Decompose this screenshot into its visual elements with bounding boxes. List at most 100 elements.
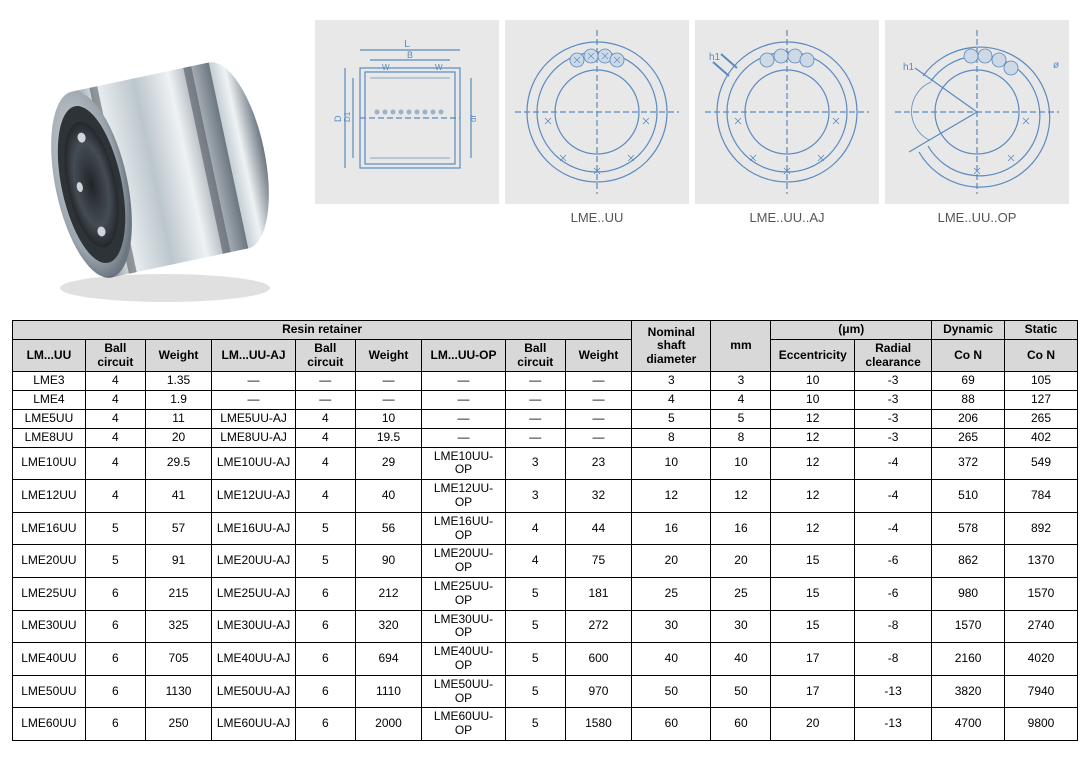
table-cell: 4700 bbox=[932, 708, 1005, 741]
diagram-label-3: LME..UU..OP bbox=[885, 210, 1069, 225]
table-cell: 892 bbox=[1005, 512, 1078, 545]
table-cell: 29 bbox=[355, 447, 421, 480]
svg-text:W: W bbox=[435, 63, 443, 72]
table-cell: 3 bbox=[711, 372, 771, 391]
table-cell: 90 bbox=[355, 545, 421, 578]
diagram-col-2: LME..UU bbox=[505, 20, 689, 225]
table-cell: 5 bbox=[295, 545, 355, 578]
table-cell: LME60UU bbox=[13, 708, 86, 741]
table-cell: — bbox=[565, 391, 631, 410]
table-cell: LME20UU bbox=[13, 545, 86, 578]
table-cell: 3 bbox=[505, 480, 565, 513]
table-cell: 88 bbox=[932, 391, 1005, 410]
table-cell: 12 bbox=[632, 480, 711, 513]
table-cell: 1130 bbox=[145, 675, 211, 708]
table-cell: 32 bbox=[565, 480, 631, 513]
table-cell: 50 bbox=[711, 675, 771, 708]
table-cell: 23 bbox=[565, 447, 631, 480]
table-cell: -3 bbox=[855, 372, 932, 391]
diagram-section: L B W W D D1 dr bbox=[315, 20, 499, 204]
table-cell: 6 bbox=[85, 610, 145, 643]
table-cell: 60 bbox=[711, 708, 771, 741]
table-cell: 12 bbox=[771, 480, 855, 513]
table-row: LME16UU557LME16UU-AJ556LME16UU-OP4441616… bbox=[13, 512, 1078, 545]
table-cell: — bbox=[505, 391, 565, 410]
table-cell: — bbox=[565, 372, 631, 391]
table-cell: LME25UU bbox=[13, 577, 86, 610]
table-row: LME60UU6250LME60UU-AJ62000LME60UU-OP5158… bbox=[13, 708, 1078, 741]
table-cell: 20 bbox=[771, 708, 855, 741]
table-cell: 16 bbox=[711, 512, 771, 545]
table-cell: 4 bbox=[505, 545, 565, 578]
th-ball-1: Ball circuit bbox=[85, 339, 145, 372]
th-weight-3: Weight bbox=[565, 339, 631, 372]
table-row: LME10UU429.5LME10UU-AJ429LME10UU-OP32310… bbox=[13, 447, 1078, 480]
diagram-col-1: L B W W D D1 dr bbox=[315, 20, 499, 225]
table-cell: — bbox=[505, 372, 565, 391]
table-cell: LME50UU-AJ bbox=[212, 675, 296, 708]
table-cell: -3 bbox=[855, 409, 932, 428]
table-cell: LME25UU-OP bbox=[422, 577, 506, 610]
table-cell: 5 bbox=[295, 512, 355, 545]
table-cell: — bbox=[295, 391, 355, 410]
table-cell: 11 bbox=[145, 409, 211, 428]
table-cell: 127 bbox=[1005, 391, 1078, 410]
table-cell: — bbox=[422, 428, 506, 447]
table-cell: 1.35 bbox=[145, 372, 211, 391]
table-cell: 4 bbox=[295, 409, 355, 428]
table-cell: 4 bbox=[295, 447, 355, 480]
table-cell: LME12UU-AJ bbox=[212, 480, 296, 513]
table-cell: — bbox=[295, 372, 355, 391]
table-cell: LME40UU bbox=[13, 643, 86, 676]
table-cell: — bbox=[212, 391, 296, 410]
table-cell: 3 bbox=[632, 372, 711, 391]
table-cell: LME10UU bbox=[13, 447, 86, 480]
table-cell: 5 bbox=[505, 675, 565, 708]
table-cell: 17 bbox=[771, 675, 855, 708]
table-cell: 402 bbox=[1005, 428, 1078, 447]
svg-text:D: D bbox=[333, 115, 343, 122]
table-cell: LME30UU-AJ bbox=[212, 610, 296, 643]
svg-text:W: W bbox=[382, 63, 390, 72]
table-cell: 57 bbox=[145, 512, 211, 545]
table-cell: -3 bbox=[855, 428, 932, 447]
svg-text:D1: D1 bbox=[343, 111, 352, 122]
table-cell: 5 bbox=[711, 409, 771, 428]
table-cell: LME20UU-OP bbox=[422, 545, 506, 578]
table-body: LME341.35——————3310-369105LME441.9——————… bbox=[13, 372, 1078, 741]
table-cell: — bbox=[422, 391, 506, 410]
table-cell: -4 bbox=[855, 447, 932, 480]
table-cell: 41 bbox=[145, 480, 211, 513]
th-static: Static bbox=[1005, 321, 1078, 340]
table-row: LME5UU411LME5UU-AJ410———5512-3206265 bbox=[13, 409, 1078, 428]
table-cell: 25 bbox=[711, 577, 771, 610]
table-cell: 4 bbox=[295, 428, 355, 447]
table-cell: 4 bbox=[85, 391, 145, 410]
table-row: LME40UU6705LME40UU-AJ6694LME40UU-OP56004… bbox=[13, 643, 1078, 676]
diagram-front-closed bbox=[505, 20, 689, 204]
table-cell: LME30UU bbox=[13, 610, 86, 643]
table-cell: 10 bbox=[711, 447, 771, 480]
table-cell: 40 bbox=[711, 643, 771, 676]
table-cell: LME60UU-OP bbox=[422, 708, 506, 741]
th-weight-1: Weight bbox=[145, 339, 211, 372]
diagram-label-blank bbox=[315, 210, 499, 225]
table-cell: 9800 bbox=[1005, 708, 1078, 741]
table-cell: — bbox=[565, 409, 631, 428]
table-cell: 212 bbox=[355, 577, 421, 610]
table-cell: LME16UU-AJ bbox=[212, 512, 296, 545]
table-row: LME441.9——————4410-388127 bbox=[13, 391, 1078, 410]
th-lmuu-aj: LM...UU-AJ bbox=[212, 339, 296, 372]
table-cell: 372 bbox=[932, 447, 1005, 480]
table-cell: 265 bbox=[1005, 409, 1078, 428]
table-cell: 4 bbox=[632, 391, 711, 410]
table-cell: 6 bbox=[295, 643, 355, 676]
table-cell: 6 bbox=[295, 577, 355, 610]
table-cell: 5 bbox=[505, 643, 565, 676]
table-cell: -3 bbox=[855, 391, 932, 410]
table-cell: — bbox=[422, 372, 506, 391]
diagram-front-aj: h1 bbox=[695, 20, 879, 204]
table-cell: 4 bbox=[711, 391, 771, 410]
table-cell: LME8UU-AJ bbox=[212, 428, 296, 447]
table-cell: 17 bbox=[771, 643, 855, 676]
